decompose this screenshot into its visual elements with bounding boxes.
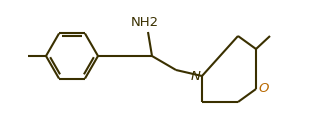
Text: N: N	[191, 70, 201, 82]
Text: O: O	[259, 82, 269, 95]
Text: NH2: NH2	[131, 17, 159, 30]
